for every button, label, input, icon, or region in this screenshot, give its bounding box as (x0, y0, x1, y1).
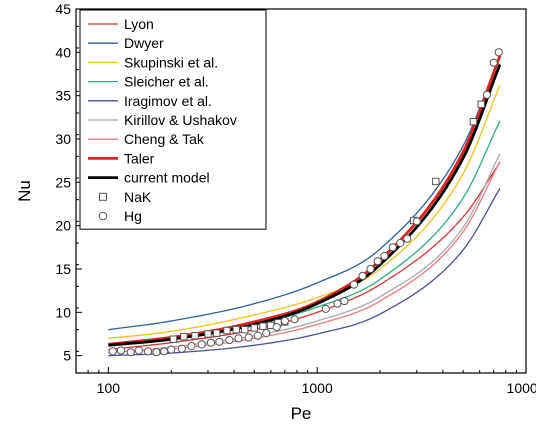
y-tick-label: 5 (63, 348, 71, 364)
nak-point (241, 325, 249, 334)
series-line-2 (108, 85, 501, 339)
nak-point (191, 332, 199, 340)
legend-label: Hg (124, 208, 142, 224)
x-tick-label: 1000 (302, 380, 333, 396)
hg-point (290, 315, 299, 324)
nak-point (180, 332, 188, 341)
nak-point (212, 329, 221, 337)
hg-point (333, 299, 342, 308)
hg-point (234, 334, 243, 343)
legend-label: Cheng & Tak (124, 131, 205, 147)
y-tick-label: 45 (55, 1, 71, 17)
hg-point (388, 243, 397, 252)
hg-point (126, 348, 135, 357)
hg-point (116, 346, 126, 355)
hg-point (262, 329, 271, 338)
legend-label: Kirillov & Ushakov (124, 112, 237, 128)
x-axis-title: Pe (291, 404, 312, 423)
y-tick-label: 40 (55, 44, 71, 60)
y-tick-label: 35 (55, 88, 71, 104)
legend-marker (99, 192, 107, 201)
hg-point (340, 296, 349, 306)
legend-label: Iragimov et al. (124, 93, 212, 109)
nak-point (204, 330, 212, 338)
hg-point (206, 338, 216, 347)
hg-point (380, 251, 389, 261)
hg-point (482, 90, 492, 99)
hg-point (272, 322, 281, 332)
marker-layer (108, 48, 503, 357)
hg-point (253, 331, 262, 340)
hg-point (177, 344, 186, 353)
hg-point (494, 48, 503, 57)
nak-point (232, 325, 241, 334)
hg-point (280, 316, 289, 326)
hg-point (321, 304, 330, 313)
hg-point (143, 347, 153, 356)
legend-label: NaK (124, 189, 152, 205)
nak-point (223, 326, 231, 335)
legend-label: Lyon (124, 16, 154, 32)
hg-point (160, 347, 169, 356)
nak-point (469, 117, 478, 126)
legend-label: Taler (124, 150, 155, 166)
y-tick-label: 10 (55, 304, 71, 320)
hg-point (373, 257, 382, 266)
hg-point (412, 217, 421, 226)
hg-point (349, 280, 359, 289)
hg-point (225, 335, 234, 345)
nak-point (169, 335, 178, 343)
nak-point (250, 324, 259, 332)
legend: Lyon Dwyer Skupinski et al. Sleicher et al.… (79, 9, 267, 230)
nak-point (432, 177, 440, 186)
y-tick-label: 25 (55, 174, 71, 190)
legend-label: Skupinski et al. (124, 54, 218, 70)
hg-point (244, 333, 253, 342)
legend-label: Dwyer (124, 35, 164, 51)
x-tick-label: 100 (97, 380, 121, 396)
hg-point (489, 58, 498, 67)
hg-point (396, 238, 405, 248)
plot-border (75, 8, 527, 374)
nak-point (259, 322, 267, 330)
y-tick-label: 15 (55, 261, 71, 277)
plot-frame (75, 8, 527, 374)
x-tick-label: 10000 (507, 380, 536, 396)
series-line-1 (108, 54, 501, 331)
y-axis-title: Nu (15, 180, 34, 202)
hg-point (187, 342, 196, 351)
y-tick-label: 20 (55, 218, 71, 234)
hg-point (366, 264, 375, 274)
legend-label: current model (124, 170, 210, 186)
hg-point (134, 346, 143, 355)
hg-point (358, 271, 367, 281)
legend-marker (98, 211, 108, 221)
y-tick-label: 30 (55, 131, 71, 147)
axes-layer: 5 10 15 20 25 30 35 40 45 100 1000 10000 (55, 1, 536, 396)
hg-point (167, 345, 176, 354)
hg-point (215, 337, 224, 346)
hg-point (403, 234, 412, 243)
nak-point (477, 100, 485, 109)
legend-label: Sleicher et al. (124, 74, 209, 90)
hg-point (197, 340, 206, 349)
hg-point (108, 347, 117, 356)
hg-point (152, 348, 161, 357)
